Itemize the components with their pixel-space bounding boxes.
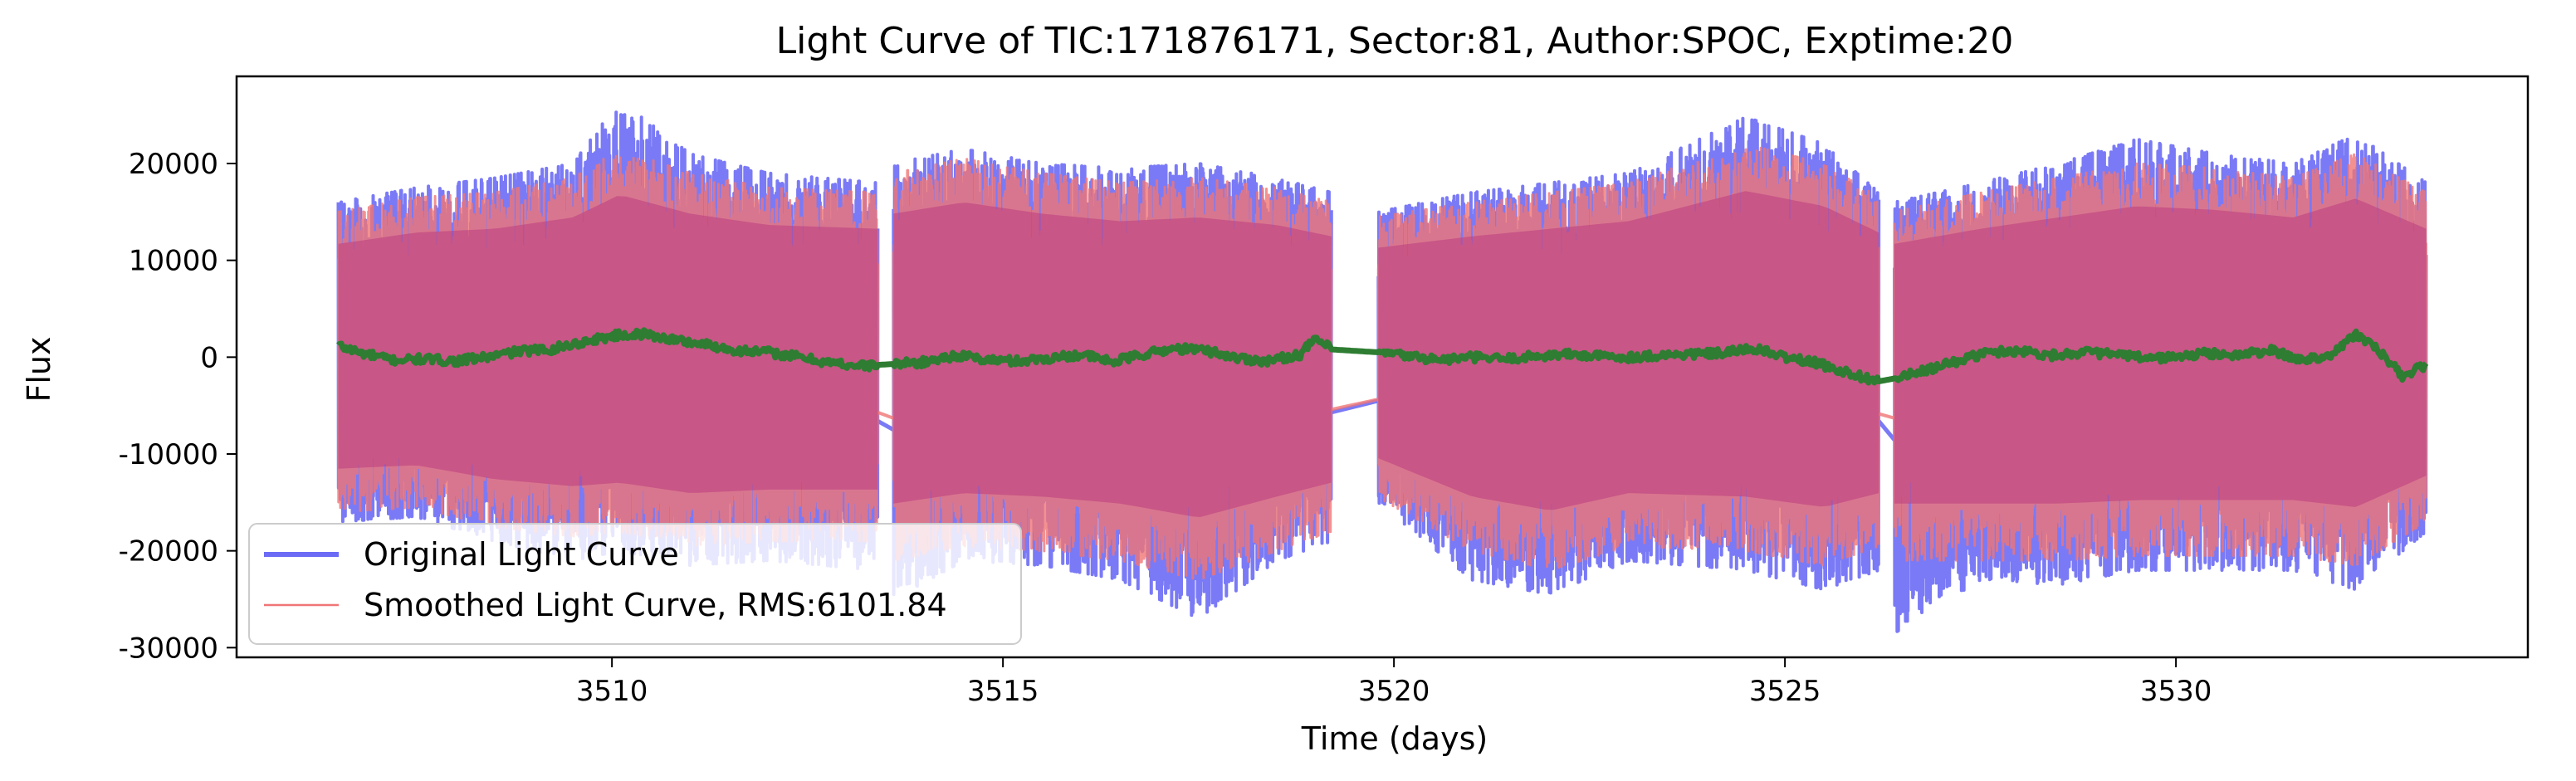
y-tick-label: -30000 xyxy=(119,632,218,665)
plot-frame xyxy=(235,75,2530,659)
x-tick-label: 3530 xyxy=(2140,675,2212,708)
trend-line-path xyxy=(336,327,2429,386)
chart-title: Light Curve of TIC:171876171, Sector:81,… xyxy=(776,20,2014,62)
x-axis-label: Time (days) xyxy=(1301,720,1488,757)
original-light-curve-gap-link xyxy=(877,419,895,432)
original-light-curve-gap-link xyxy=(1877,419,1896,442)
legend-box xyxy=(248,523,1022,645)
legend-label-original: Original Light Curve xyxy=(364,536,679,573)
y-axis-label: Flux xyxy=(21,337,57,403)
legend: Original Light Curve Smoothed Light Curv… xyxy=(248,523,1022,645)
overlap-core-segment xyxy=(338,196,878,493)
x-tick-label: 3525 xyxy=(1749,675,1821,708)
y-tick-label: -10000 xyxy=(119,438,218,471)
y-tick-label: 20000 xyxy=(129,148,218,181)
overlap-core-segment xyxy=(1378,191,1879,510)
legend-label-smoothed: Smoothed Light Curve, RMS:6101.84 xyxy=(364,587,947,623)
x-tick-label: 3510 xyxy=(576,675,648,708)
x-tick-label: 3515 xyxy=(967,675,1039,708)
x-tick-label: 3520 xyxy=(1358,675,1430,708)
y-tick-label: -20000 xyxy=(119,535,218,569)
y-axis: 20000 10000 0 -10000 -20000 -30000 xyxy=(119,148,237,665)
smoothed-light-curve-gap-link xyxy=(1331,398,1379,412)
smoothed-light-curve-gap-link xyxy=(1878,412,1895,420)
plot-area xyxy=(336,110,2429,633)
trend-line xyxy=(336,327,2429,386)
y-tick-label: 10000 xyxy=(129,245,218,278)
y-tick-label: 0 xyxy=(200,341,218,374)
smoothed-light-curve-gap-link xyxy=(877,410,894,420)
x-axis: 3510 3515 3520 3525 3530 xyxy=(576,657,2212,708)
